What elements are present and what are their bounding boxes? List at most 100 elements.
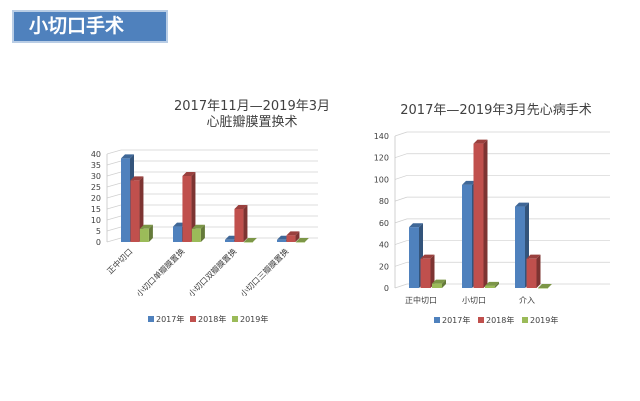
legend-label: 2017年 — [442, 315, 470, 325]
bar-side — [483, 139, 488, 288]
bar-top — [182, 172, 196, 176]
bar-2017年 — [409, 227, 419, 288]
y-tick-label: 20 — [91, 194, 101, 203]
bar-top — [243, 238, 257, 242]
legend-swatch — [522, 317, 528, 323]
chart-title: 2017年—2019年3月先心病手术 — [400, 103, 591, 118]
gridline-depth — [394, 196, 408, 202]
legend-swatch — [232, 316, 238, 322]
gridline-depth — [394, 153, 408, 159]
gridline-depth — [106, 193, 122, 199]
bar-side — [139, 176, 144, 242]
gridline-depth — [394, 175, 408, 180]
bar-top — [130, 176, 144, 181]
legend-swatch — [190, 316, 196, 322]
gridline-depth — [106, 171, 122, 177]
bar-side — [295, 231, 300, 242]
y-tick-label: 0 — [96, 238, 101, 247]
bar-top — [121, 154, 134, 159]
legend-swatch — [148, 316, 154, 322]
bar-2017年 — [462, 184, 472, 288]
y-tick-label: 20 — [379, 262, 389, 271]
bar-side — [495, 281, 499, 288]
bar-2017年 — [277, 239, 286, 242]
chart-title: 2017年11月—2019年3月 — [174, 99, 330, 114]
bar-top — [409, 223, 423, 228]
bar-top — [526, 254, 541, 259]
bar-top — [515, 202, 529, 207]
legend-label: 2018年 — [486, 315, 514, 325]
gridline-depth — [106, 226, 122, 232]
chart-title: 心脏瓣膜置换术 — [206, 115, 297, 130]
legend-swatch — [434, 317, 440, 323]
category-label: 小切口 — [462, 296, 486, 305]
bar-2019年 — [295, 242, 305, 243]
y-tick-label: 35 — [91, 161, 101, 170]
bar-side — [243, 205, 248, 242]
y-tick-label: 140 — [374, 132, 389, 141]
bar-top — [473, 139, 488, 144]
bar-top — [538, 284, 552, 288]
y-tick-label: 120 — [374, 154, 389, 163]
y-tick-label: 5 — [96, 227, 101, 236]
bar-2019年 — [538, 288, 548, 289]
bar-2018年 — [420, 258, 431, 288]
bar-top — [432, 279, 446, 284]
slide-title: 小切口手术 — [12, 10, 168, 43]
bar-2017年 — [173, 226, 182, 242]
bar-side — [442, 279, 446, 288]
bar-2019年 — [191, 228, 201, 242]
gridline-depth — [394, 218, 408, 224]
y-tick-label: 25 — [91, 183, 101, 192]
bar-top — [462, 180, 476, 185]
bar-side — [430, 254, 435, 288]
y-tick-label: 10 — [91, 216, 101, 225]
y-tick-label: 0 — [384, 284, 389, 293]
gridline-depth — [106, 204, 122, 210]
bar-2017年 — [121, 158, 130, 242]
bar-2019年 — [243, 242, 253, 243]
legend-label: 2019年 — [530, 315, 558, 325]
bar-top — [234, 205, 248, 209]
y-tick-label: 60 — [379, 219, 389, 228]
legend-label: 2019年 — [240, 314, 268, 324]
bar-top — [286, 231, 300, 236]
bar-side — [536, 254, 541, 288]
bar-2019年 — [139, 228, 149, 242]
bar-2017年 — [515, 206, 525, 288]
y-tick-label: 40 — [91, 150, 101, 159]
gridline-depth — [394, 240, 408, 245]
gridline-depth — [394, 283, 408, 289]
gridline-depth — [394, 261, 408, 267]
bar-2018年 — [286, 235, 296, 242]
gridline-depth — [106, 237, 122, 243]
y-tick-label: 80 — [379, 197, 389, 206]
legend-label: 2017年 — [156, 314, 184, 324]
bar-side — [200, 224, 205, 242]
category-label: 正中切口 — [405, 295, 437, 305]
gridline-depth — [106, 182, 122, 188]
bar-2018年 — [130, 180, 140, 242]
bar-top — [485, 281, 499, 286]
gridline-depth — [106, 160, 122, 166]
bar-top — [420, 254, 435, 259]
y-tick-label: 100 — [374, 175, 389, 184]
y-tick-label: 30 — [91, 172, 101, 181]
bar-2019年 — [485, 285, 495, 288]
bar-2018年 — [526, 258, 537, 288]
gridline-depth — [106, 149, 122, 155]
legend-label: 2018年 — [198, 314, 226, 324]
gridline-depth — [106, 215, 122, 221]
bar-top — [139, 224, 153, 229]
category-label: 介入 — [519, 296, 535, 305]
bar-top — [295, 238, 309, 242]
legend-swatch — [478, 317, 484, 323]
bar-2018年 — [234, 209, 244, 242]
bar-2019年 — [432, 283, 442, 288]
y-tick-label: 40 — [379, 241, 389, 250]
bar-2017年 — [225, 239, 234, 242]
gridline-depth — [394, 131, 408, 137]
y-tick-label: 15 — [91, 205, 101, 214]
